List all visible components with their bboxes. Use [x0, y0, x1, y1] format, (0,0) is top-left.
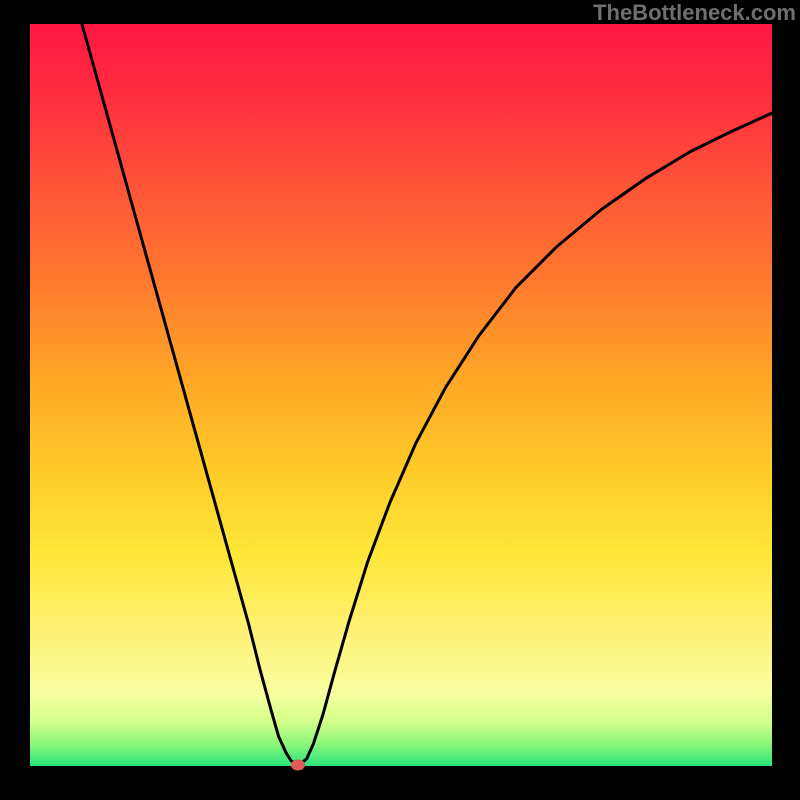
- chart-svg: [30, 24, 772, 766]
- plot-area: [30, 24, 772, 766]
- watermark-text: TheBottleneck.com: [593, 0, 796, 26]
- minimum-marker: [291, 759, 305, 770]
- gradient-background: [30, 24, 772, 766]
- chart-container: TheBottleneck.com: [0, 0, 800, 800]
